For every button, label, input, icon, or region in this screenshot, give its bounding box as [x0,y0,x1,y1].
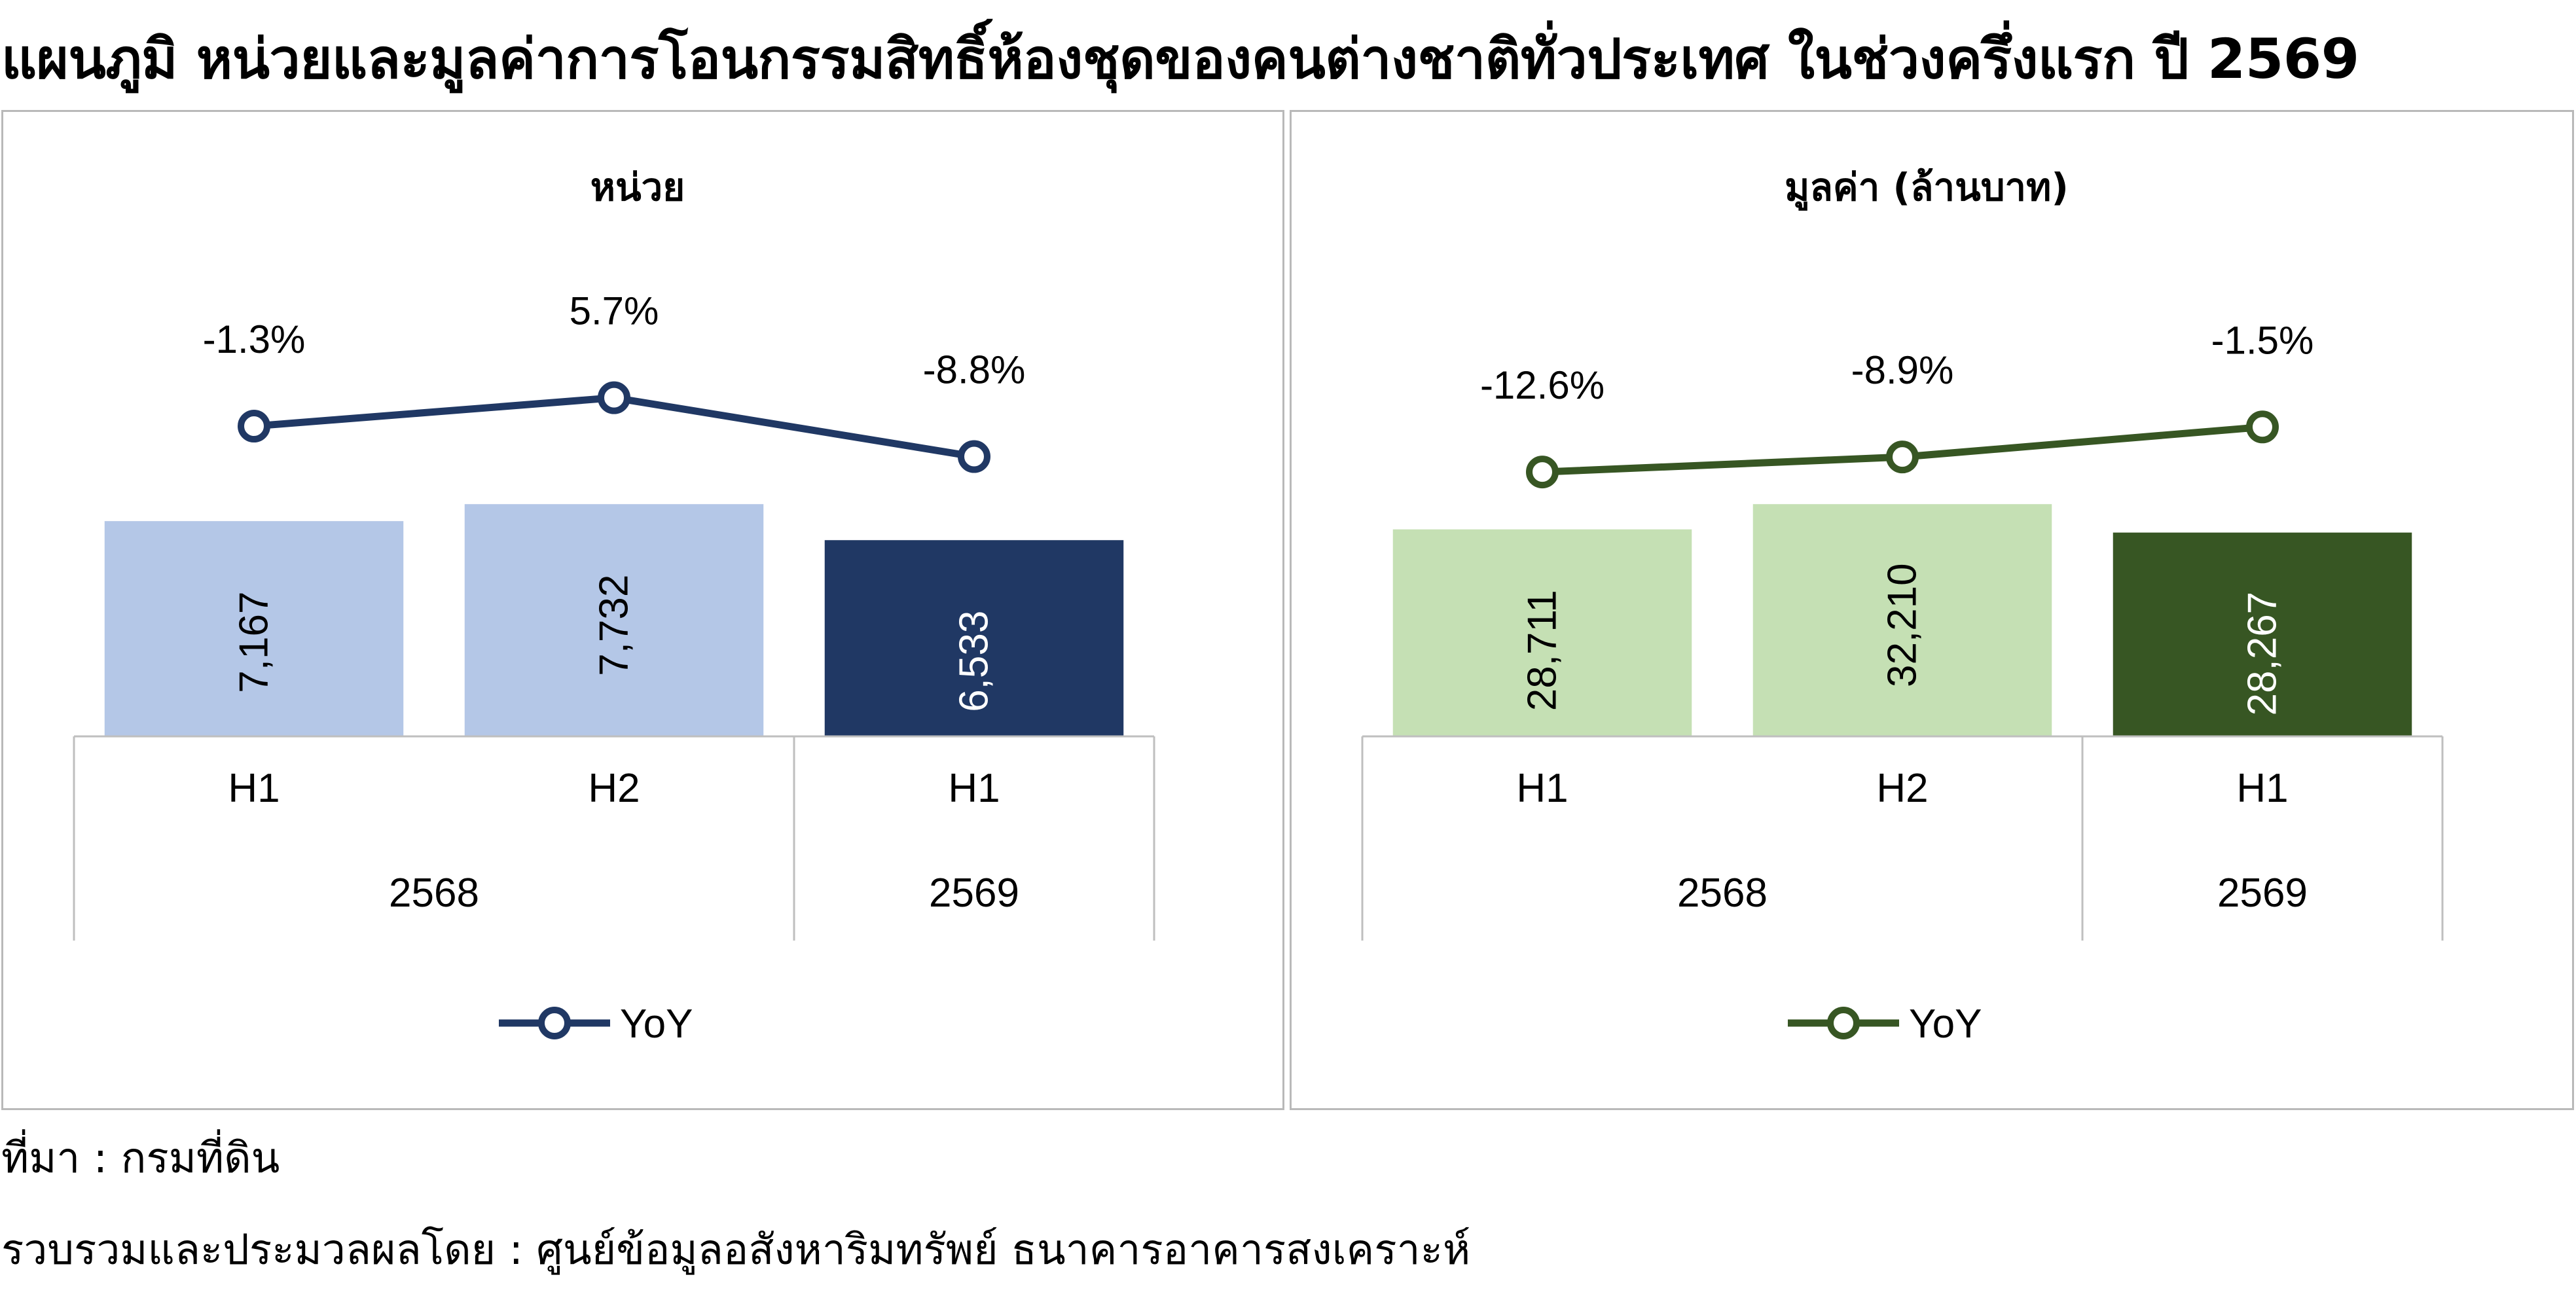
category-label-3: H1 [948,766,1000,811]
bar-2 [464,504,764,736]
bar-1 [1392,529,1692,736]
bar-value-label-1: 28,711 [1520,590,1565,711]
bar-value-label-2: 32,210 [1880,563,1925,687]
group-label-2568: 2568 [1677,871,1768,916]
yoy-marker-1 [1526,456,1559,489]
compiled-by-note: รวบรวมและประมวลผลโดย : ศูนย์ข้อมูลอสังหา… [1,1226,1471,1274]
bar-1 [104,521,404,736]
yoy-marker-1 [238,410,270,443]
page-title: แผนภูมิ หน่วยและมูลค่าการโอนกรรมสิทธิ์ห้… [1,27,2359,91]
source-note: ที่มา : กรมที่ดิน [1,1134,280,1183]
yoy-marker-2 [1886,441,1919,474]
yoy-label-3: -1.5% [2211,318,2314,362]
yoy-label-2: 5.7% [570,289,659,333]
category-label-1: H1 [228,766,280,811]
yoy-label-3: -8.8% [923,348,1026,392]
bar-value-label-3: 28,267 [2240,592,2285,716]
group-label-2569: 2569 [929,871,1019,916]
legend-marker [1827,1007,1860,1039]
group-label-2568: 2568 [389,871,479,916]
units-chart-panel: หน่วย 7,167 7,732 6,533 2568 2569 H1 H2 H1 -1.3% 5… [1,110,1284,1110]
value-chart-title: มูลค่า (ล้านบาท) [1785,165,2069,211]
bar-value-label-2: 7,732 [592,575,637,676]
category-label-3: H1 [2236,766,2288,811]
legend-label: YoY [620,1001,693,1047]
value-chart: มูลค่า (ล้านบาท) 28,711 32,210 28,267 2568 25… [1361,165,2444,1047]
legend-marker [538,1007,571,1039]
bar-value-label-1: 7,167 [232,592,277,693]
legend-label: YoY [1909,1001,1982,1047]
units-chart: หน่วย 7,167 7,732 6,533 2568 2569 H1 H2 H1 -1.3% 5… [73,165,1155,1047]
value-chart-panel: มูลค่า (ล้านบาท) 28,711 32,210 28,267 2568 25… [1290,110,2574,1110]
units-chart-title: หน่วย [590,165,685,209]
yoy-marker-3 [2246,410,2279,444]
category-label-1: H1 [1516,766,1568,811]
group-label-2569: 2569 [2217,871,2308,916]
yoy-label-2: -8.9% [1851,348,1954,392]
category-label-2: H2 [588,766,640,811]
bar-3 [824,540,1124,736]
bar-value-label-3: 6,533 [952,611,997,712]
yoy-marker-2 [598,381,630,414]
bar-3 [2113,532,2412,736]
yoy-marker-3 [958,440,990,473]
yoy-label-1: -12.6% [1480,363,1605,407]
yoy-label-1: -1.3% [203,317,306,361]
bar-2 [1752,504,2052,736]
category-label-2: H2 [1876,766,1928,811]
